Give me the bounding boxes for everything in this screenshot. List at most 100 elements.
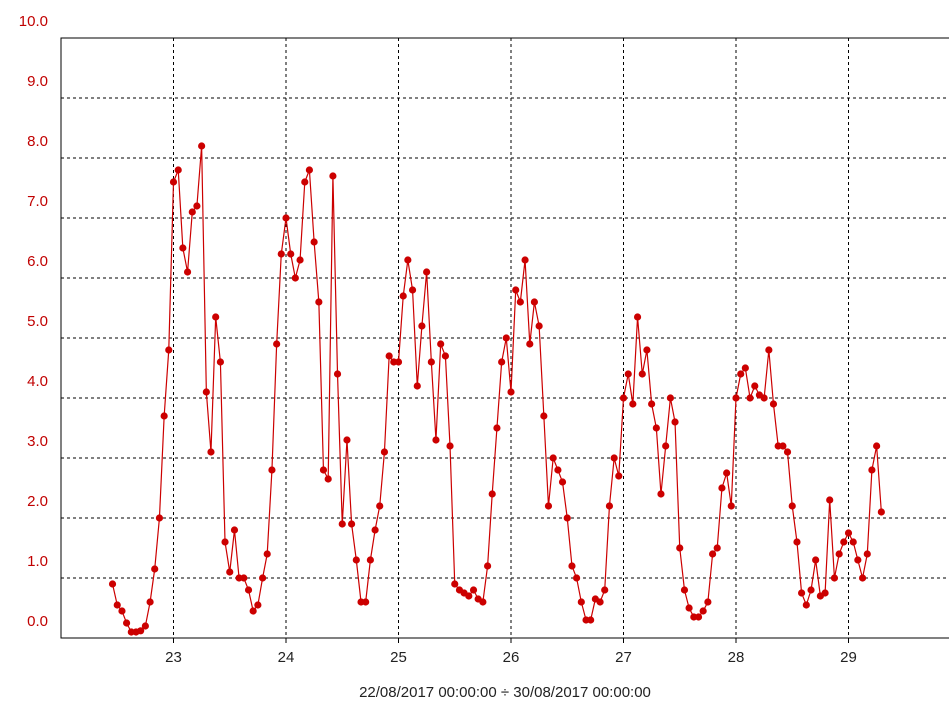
data-point [240, 574, 248, 582]
data-point [568, 562, 576, 570]
data-point [446, 442, 454, 450]
data-point [193, 202, 201, 210]
data-point [432, 436, 440, 444]
data-point [108, 580, 117, 588]
data-point [521, 256, 529, 264]
x-tick-label: 25 [390, 649, 407, 666]
data-point [118, 607, 126, 615]
data-point [479, 598, 487, 606]
data-point [122, 619, 131, 627]
data-point [174, 166, 182, 174]
data-point [779, 442, 787, 450]
data-point [629, 400, 637, 408]
data-point [526, 340, 534, 348]
data-point [315, 298, 323, 306]
data-point [469, 586, 478, 594]
data-point [652, 424, 660, 432]
data-point [362, 598, 370, 606]
y-tick-label: 9.0 [27, 73, 48, 90]
data-point [854, 556, 862, 564]
data-point [826, 496, 834, 504]
data-point [863, 550, 871, 558]
data-point [643, 346, 651, 354]
data-point [404, 256, 412, 264]
y-tick-label: 3.0 [27, 433, 48, 450]
data-point [319, 466, 328, 474]
data-point [713, 544, 721, 552]
data-point [835, 550, 843, 558]
data-point [868, 466, 876, 474]
data-point [502, 334, 510, 342]
data-point [704, 598, 712, 606]
data-point [737, 370, 745, 378]
data-point [873, 442, 881, 450]
y-tick-label: 2.0 [27, 493, 48, 510]
y-tick-label: 10.0 [19, 13, 48, 30]
data-point [783, 448, 792, 456]
data-point [699, 607, 707, 615]
data-point [727, 502, 735, 510]
y-tick-label: 0.0 [27, 613, 48, 630]
data-point [198, 142, 206, 150]
data-point [615, 472, 623, 480]
data-point [366, 556, 374, 564]
data-point [554, 466, 562, 474]
data-point [685, 604, 693, 612]
data-point [188, 208, 196, 216]
data-point [812, 556, 820, 564]
y-tick-label: 8.0 [27, 133, 48, 150]
data-point [797, 589, 806, 597]
data-point [544, 502, 553, 510]
data-point [287, 250, 295, 258]
data-point [718, 484, 726, 492]
data-point [399, 292, 407, 300]
data-point [212, 313, 220, 321]
data-point [305, 166, 313, 174]
data-point [165, 346, 173, 354]
data-point [408, 286, 417, 294]
data-point [301, 178, 309, 186]
data-point [732, 394, 740, 402]
data-point [840, 538, 848, 546]
data-point [605, 502, 614, 510]
data-point [821, 589, 829, 597]
data-point [451, 580, 459, 588]
data-point [427, 358, 435, 366]
data-point [277, 250, 285, 258]
data-point [662, 442, 670, 450]
data-point [807, 586, 815, 594]
data-point [249, 607, 257, 615]
data-point [488, 490, 496, 498]
data-point [858, 574, 867, 582]
data-point [633, 313, 642, 321]
data-point [151, 565, 159, 573]
data-point [849, 538, 857, 546]
data-point [709, 550, 717, 558]
x-tick-label: 29 [840, 649, 857, 666]
data-point [263, 550, 271, 558]
data-point [146, 598, 154, 606]
data-point [610, 454, 618, 462]
data-point [113, 601, 121, 609]
data-point [788, 502, 796, 510]
data-point [221, 538, 229, 546]
data-point [746, 394, 754, 402]
data-point [141, 622, 149, 630]
data-point [493, 424, 501, 432]
data-point [329, 172, 337, 180]
data-point [202, 388, 210, 396]
data-point [441, 352, 450, 360]
data-point [793, 538, 801, 546]
data-point [376, 502, 384, 510]
data-point [259, 574, 267, 582]
data-point [230, 526, 239, 534]
data-point [137, 627, 145, 635]
data-point [291, 274, 299, 282]
data-point [418, 322, 426, 330]
data-point [394, 358, 403, 366]
data-point [765, 346, 773, 354]
data-point [657, 490, 665, 498]
data-point [624, 370, 632, 378]
data-point [380, 448, 389, 456]
